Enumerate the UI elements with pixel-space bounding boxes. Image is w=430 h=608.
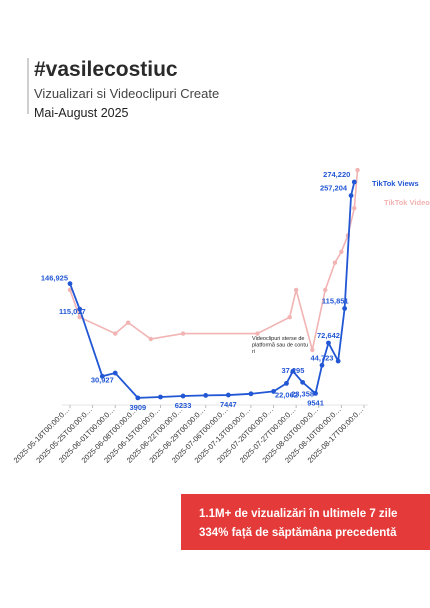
views-point xyxy=(158,394,163,400)
views-point xyxy=(180,393,186,399)
summary-callout: 1.1M+ de vizualizări în ultimele 7 zile … xyxy=(181,494,430,550)
views-point xyxy=(203,393,209,398)
views-point xyxy=(67,281,73,287)
views-point xyxy=(135,395,141,401)
views-point xyxy=(290,368,296,374)
views-data-label: 72,642 xyxy=(317,331,340,340)
views-data-label: 7447 xyxy=(220,400,237,409)
video-point xyxy=(113,331,118,336)
views-point xyxy=(326,340,331,346)
period-label: Mai-August 2025 xyxy=(34,106,129,120)
video-point xyxy=(287,314,292,320)
video-point xyxy=(332,260,338,265)
views-point xyxy=(248,391,254,397)
views-point xyxy=(225,392,231,398)
views-point xyxy=(319,362,325,368)
legend-tiktok-views: TikTok Views xyxy=(372,179,419,188)
callout-line-1: 1.1M+ de vizualizări în ultimele 7 zile xyxy=(199,508,398,520)
views-data-label: 115,017 xyxy=(59,307,86,316)
views-data-label: 146,925 xyxy=(41,274,68,283)
chart-annotation: Videoclipuri sterse de platformă sau de c… xyxy=(252,336,308,355)
title-accent-bar xyxy=(27,58,29,114)
page-title: #vasilecostiuc xyxy=(34,58,178,81)
views-point xyxy=(284,380,289,386)
views-data-label: 115,851 xyxy=(322,296,349,305)
views-point xyxy=(351,179,357,185)
legend-tiktok-video: TikTok Video xyxy=(384,198,430,207)
views-point xyxy=(335,358,341,364)
video-point xyxy=(125,320,131,325)
video-point xyxy=(293,287,299,293)
video-point xyxy=(323,287,328,293)
views-data-label: 23,358 xyxy=(291,389,314,398)
views-data-label: 9541 xyxy=(307,398,324,407)
views-data-label: 37,295 xyxy=(281,366,304,375)
series-line-tiktok-views xyxy=(69,181,356,399)
video-point xyxy=(310,347,315,353)
views-data-label: 22,062 xyxy=(275,390,298,399)
video-point xyxy=(352,205,357,211)
page-subtitle: Vizualizari si Videoclipuri Create xyxy=(34,86,220,101)
views-point xyxy=(77,306,83,312)
views-data-label: 274,220 xyxy=(323,170,350,179)
series-line-tiktok-video xyxy=(69,169,359,351)
views-point xyxy=(99,373,105,379)
views-point xyxy=(348,193,354,198)
views-point xyxy=(342,306,348,311)
views-point xyxy=(313,390,318,396)
views-point xyxy=(271,389,276,394)
video-point xyxy=(180,331,186,336)
views-data-label: 30,927 xyxy=(91,375,114,384)
video-point xyxy=(148,336,153,342)
video-point xyxy=(255,331,260,336)
video-point xyxy=(339,249,344,254)
views-data-label: 257,204 xyxy=(320,184,348,193)
video-point xyxy=(77,314,82,320)
views-point xyxy=(112,370,118,376)
callout-line-2: 334% față de săptămâna precedentă xyxy=(199,527,397,539)
video-point xyxy=(355,167,360,173)
views-data-label: 44,723 xyxy=(311,353,334,362)
views-point xyxy=(300,379,306,385)
